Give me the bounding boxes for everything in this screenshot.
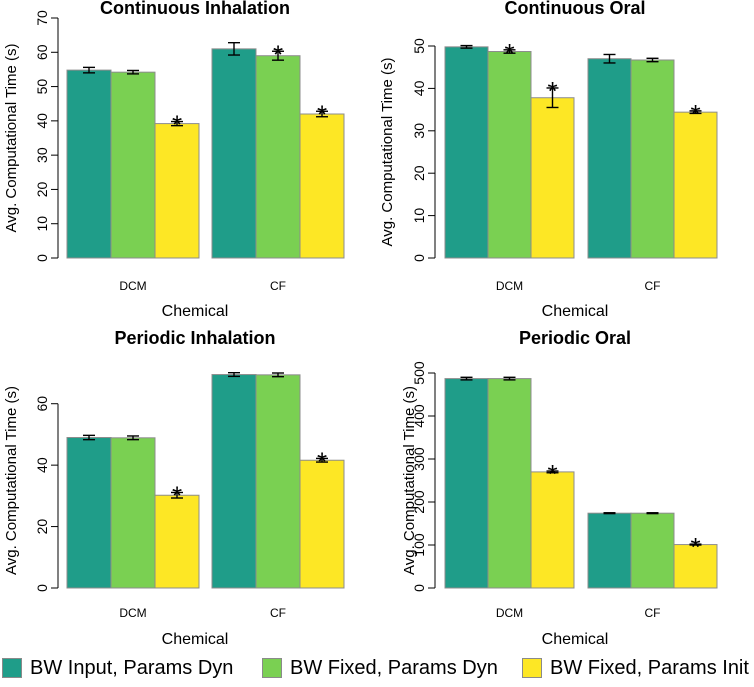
y-tick-label: 50 xyxy=(34,79,50,95)
bar-cf-bw-fixed-params-dyn xyxy=(255,374,301,589)
bar-cf-bw-input-params-dyn xyxy=(587,58,632,259)
x-axis-label: Chemical xyxy=(162,631,229,648)
y-axis-label: Avg. Computational Time (s) xyxy=(379,58,396,247)
y-tick-label: 0 xyxy=(411,254,427,262)
y-tick-label: 400 xyxy=(411,404,427,428)
legend-swatch-bw-fixed-params-dyn xyxy=(262,658,282,678)
bar-dcm-bw-fixed-params-dyn xyxy=(487,51,532,259)
x-axis-label: Chemical xyxy=(542,303,609,320)
bar-cf-bw-input-params-dyn xyxy=(211,48,257,259)
panel-title-periodic-inhalation: Periodic Inhalation xyxy=(114,328,275,348)
bar-dcm-bw-fixed-params-dyn xyxy=(487,378,532,589)
bar-dcm-bw-input-params-dyn xyxy=(66,69,112,259)
y-tick-label: 50 xyxy=(411,38,427,54)
x-axis-label: Chemical xyxy=(162,303,229,320)
legend-label: BW Fixed, Params Dyn xyxy=(290,656,498,679)
x-tick-label-cf: CF xyxy=(270,279,286,293)
legend-label: BW Input, Params Dyn xyxy=(30,656,234,679)
x-tick-label-dcm: DCM xyxy=(119,279,146,293)
y-tick-label: 500 xyxy=(411,361,427,385)
y-tick-label: 40 xyxy=(34,457,50,473)
y-axis-label: Avg. Computational Time (s) xyxy=(3,386,20,575)
panel-title-continuous-inhalation: Continuous Inhalation xyxy=(100,0,290,18)
x-tick-label-cf: CF xyxy=(645,279,661,293)
bar-dcm-bw-fixed-params-init xyxy=(154,494,200,589)
significance-marker: * xyxy=(172,480,182,510)
significance-marker: * xyxy=(172,110,182,140)
panel-title-continuous-oral: Continuous Oral xyxy=(505,0,646,18)
y-tick-label: 40 xyxy=(34,113,50,129)
legend-item-bw-input-params-dyn: BW Input, Params Dyn xyxy=(2,656,233,680)
y-tick-label: 30 xyxy=(34,147,50,163)
significance-marker: * xyxy=(547,76,557,106)
bar-dcm-bw-input-params-dyn xyxy=(444,46,489,259)
significance-marker: * xyxy=(504,38,514,68)
y-axis-label: Avg. Computational Time (s) xyxy=(401,386,418,575)
legend-item-bw-fixed-params-init: BW Fixed, Params Init xyxy=(522,656,749,680)
bar-dcm-bw-fixed-params-init xyxy=(530,471,575,589)
y-axis-label: Avg. Computational Time (s) xyxy=(3,44,20,233)
bar-dcm-bw-fixed-params-init xyxy=(154,123,200,259)
x-tick-label-cf: CF xyxy=(645,606,661,620)
bar-cf-bw-input-params-dyn xyxy=(211,374,257,589)
bar-dcm-bw-fixed-params-init xyxy=(530,97,575,259)
bar-cf-bw-fixed-params-init xyxy=(299,113,345,259)
y-tick-label: 0 xyxy=(34,584,50,592)
y-tick-label: 20 xyxy=(34,519,50,535)
y-tick-label: 40 xyxy=(411,80,427,96)
significance-marker: * xyxy=(547,459,557,489)
bar-cf-bw-fixed-params-init xyxy=(299,459,345,589)
bar-cf-bw-fixed-params-dyn xyxy=(630,59,675,259)
bar-dcm-bw-fixed-params-dyn xyxy=(110,437,156,589)
legend-swatch-bw-input-params-dyn xyxy=(2,658,22,678)
legend-label: BW Fixed, Params Init xyxy=(550,656,749,679)
bar-cf-bw-fixed-params-init xyxy=(673,111,718,259)
y-tick-label: 70 xyxy=(34,10,50,26)
y-tick-label: 300 xyxy=(411,447,427,471)
x-tick-label-dcm: DCM xyxy=(496,606,523,620)
bar-dcm-bw-input-params-dyn xyxy=(66,437,112,589)
significance-marker: * xyxy=(317,446,327,476)
y-tick-label: 60 xyxy=(34,396,50,412)
y-tick-label: 20 xyxy=(411,165,427,181)
bar-cf-bw-input-params-dyn xyxy=(587,512,632,589)
y-tick-label: 100 xyxy=(411,533,427,557)
y-tick-label: 200 xyxy=(411,490,427,514)
panel-title-periodic-oral: Periodic Oral xyxy=(519,328,631,348)
legend-swatch-bw-fixed-params-init xyxy=(522,658,542,678)
x-tick-label-dcm: DCM xyxy=(119,606,146,620)
y-tick-label: 0 xyxy=(411,584,427,592)
y-tick-label: 10 xyxy=(34,216,50,232)
bar-cf-bw-fixed-params-dyn xyxy=(630,512,675,589)
y-tick-label: 60 xyxy=(34,44,50,60)
bar-dcm-bw-fixed-params-dyn xyxy=(110,71,156,259)
x-tick-label-cf: CF xyxy=(270,606,286,620)
bar-dcm-bw-input-params-dyn xyxy=(444,378,489,589)
significance-marker: * xyxy=(273,39,283,69)
y-tick-label: 10 xyxy=(411,208,427,224)
y-tick-label: 30 xyxy=(411,123,427,139)
x-axis-label: Chemical xyxy=(542,631,609,648)
significance-marker: * xyxy=(690,532,700,562)
bar-cf-bw-fixed-params-dyn xyxy=(255,55,301,259)
significance-marker: * xyxy=(317,99,327,129)
legend-item-bw-fixed-params-dyn: BW Fixed, Params Dyn xyxy=(262,656,498,680)
y-tick-label: 0 xyxy=(34,254,50,262)
significance-marker: * xyxy=(690,99,700,129)
y-tick-label: 20 xyxy=(34,181,50,197)
legend: BW Input, Params Dyn BW Fixed, Params Dy… xyxy=(0,652,754,684)
x-tick-label-dcm: DCM xyxy=(496,279,523,293)
figure: Continuous Inhalation 0 10 20 30 40 50 60 70 Avg.… xyxy=(3,0,718,648)
